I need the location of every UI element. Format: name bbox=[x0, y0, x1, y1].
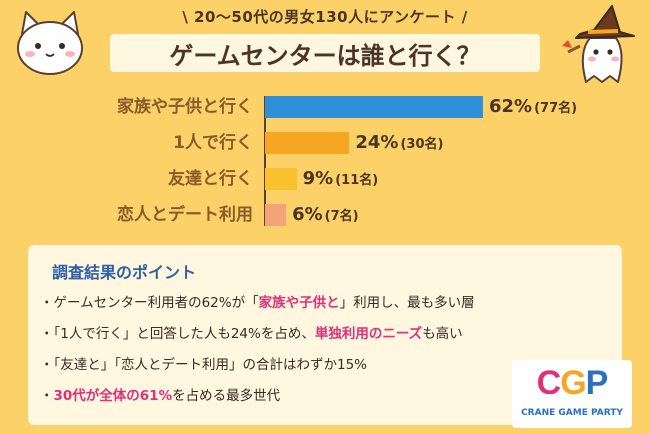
bar bbox=[265, 132, 350, 154]
category-label: 1人で行く bbox=[173, 133, 253, 153]
point-text: 」利用し、最も多い層 bbox=[339, 295, 475, 311]
logo-letters: CGP bbox=[512, 364, 632, 403]
count-label: (11名) bbox=[335, 173, 379, 188]
key-points-panel: 調査結果のポイント ・ゲームセンター利用者の62%が「家族や子供と」利用し、最も… bbox=[28, 245, 622, 425]
point-text: ・「友達と」「恋人とデート利用」の合計はわずか15% bbox=[40, 357, 368, 373]
value-label: 9% (11名) bbox=[303, 168, 379, 192]
percent-label: 9% bbox=[302, 168, 334, 189]
bar bbox=[265, 96, 483, 118]
category-label: 恋人とデート利用 bbox=[117, 205, 253, 225]
key-point-item: ・「1人で行く」と回答した人も24%を占め、単独利用のニーズも高い bbox=[40, 322, 463, 342]
key-point-item: ・ゲームセンター利用者の62%が「家族や子供と」利用し、最も多い層 bbox=[40, 291, 475, 311]
point-text: を占める最多世代 bbox=[172, 388, 281, 404]
percent-label: 6% bbox=[292, 204, 323, 225]
title-box: ゲームセンターは誰と行く？ bbox=[110, 34, 540, 72]
highlight-text: 単独利用のニーズ bbox=[314, 326, 423, 342]
page-title: ゲームセンターは誰と行く？ bbox=[169, 41, 481, 70]
count-label: (30名) bbox=[400, 137, 444, 152]
key-points-heading: 調査結果のポイント bbox=[52, 263, 197, 282]
header: \ 20〜50代の男女130人にアンケート / ゲームセンターは誰と行く？ bbox=[0, 0, 650, 76]
value-label: 62% (77名) bbox=[489, 96, 577, 120]
point-text: も高い bbox=[422, 326, 463, 342]
count-label: (77名) bbox=[534, 101, 578, 116]
point-text: ・ゲームセンター利用者の62%が「 bbox=[40, 295, 259, 311]
chart-axis-line bbox=[264, 96, 266, 226]
ghost-witch-mascot-icon bbox=[562, 5, 635, 83]
category-label: 家族や子供と行く bbox=[117, 97, 253, 117]
point-text: ・ bbox=[40, 388, 54, 404]
highlight-text: 30代が全体の61% bbox=[53, 388, 173, 404]
key-point-item: ・30代が全体の61%を占める最多世代 bbox=[40, 384, 280, 404]
cgp-logo: CGP CRANE GAME PARTY bbox=[512, 360, 632, 428]
key-point-item: ・「友達と」「恋人とデート利用」の合計はわずか15% bbox=[40, 353, 367, 373]
logo-tagline: CRANE GAME PARTY bbox=[521, 408, 623, 418]
category-label: 友達と行く bbox=[168, 169, 253, 189]
survey-subtitle: \ 20〜50代の男女130人にアンケート / bbox=[182, 8, 468, 26]
percent-label: 24% bbox=[355, 132, 399, 153]
highlight-text: 家族や子供と bbox=[258, 295, 340, 311]
logo-letter: G bbox=[560, 364, 586, 402]
value-label: 24% (30名) bbox=[355, 132, 443, 156]
point-text: ・「1人で行く」と回答した人も24%を占め、 bbox=[40, 326, 315, 342]
count-label: (7名) bbox=[324, 209, 359, 224]
logo-letter: P bbox=[585, 364, 609, 402]
bar bbox=[265, 168, 297, 190]
value-label: 6% (7名) bbox=[292, 204, 359, 228]
bar bbox=[265, 204, 287, 226]
percent-label: 62% bbox=[489, 96, 533, 117]
logo-letter: C bbox=[536, 364, 562, 402]
cat-mascot-icon bbox=[17, 11, 83, 75]
